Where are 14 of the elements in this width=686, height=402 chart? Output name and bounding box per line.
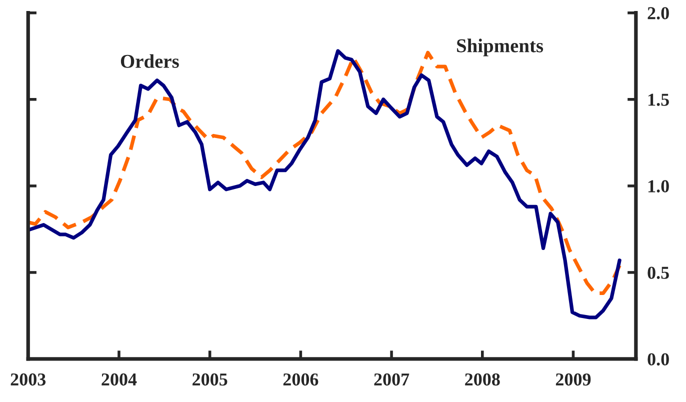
x-tick-label: 2006: [283, 373, 318, 386]
y-tick-label: 2.0: [648, 7, 669, 20]
x-tick-label: 2004: [102, 373, 137, 386]
x-tick-label: 2005: [192, 373, 228, 386]
y-tick-label: 1.0: [648, 180, 669, 192]
x-tick-label: 2009: [556, 373, 591, 386]
series-label: Shipments: [457, 38, 544, 56]
x-tick-label: 2007: [374, 373, 410, 386]
series-label: Orders: [120, 54, 179, 68]
x-tick-label: 2008: [465, 373, 500, 386]
x-tick-label: 2003: [10, 373, 46, 386]
y-tick-label: 0.0: [648, 353, 669, 366]
y-tick-label: 1.5: [648, 94, 669, 106]
y-tick-label: 0.5: [648, 266, 669, 279]
